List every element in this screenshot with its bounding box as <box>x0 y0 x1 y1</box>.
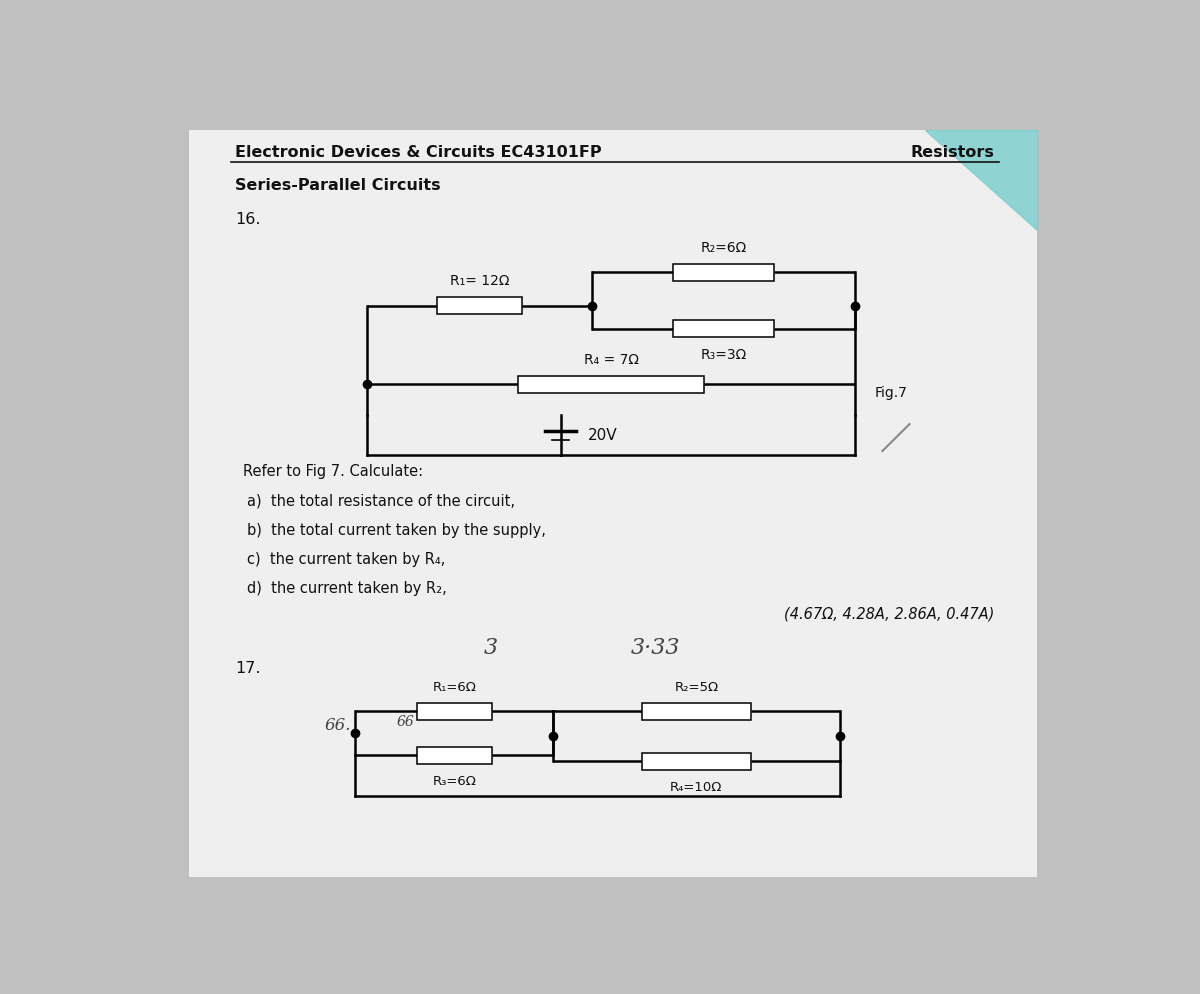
Text: 3·33: 3·33 <box>630 636 680 658</box>
FancyBboxPatch shape <box>188 131 1037 877</box>
Text: R₄=10Ω: R₄=10Ω <box>670 780 722 793</box>
Bar <box>437 298 522 315</box>
Text: Series-Parallel Circuits: Series-Parallel Circuits <box>235 177 440 193</box>
Text: R₂=5Ω: R₂=5Ω <box>674 680 719 693</box>
Text: R₃=3Ω: R₃=3Ω <box>701 348 746 362</box>
Bar <box>673 321 774 338</box>
Text: Refer to Fig 7. Calculate:: Refer to Fig 7. Calculate: <box>242 463 424 478</box>
Text: 20V: 20V <box>588 428 618 443</box>
Text: 66.: 66. <box>325 716 352 733</box>
Bar <box>416 703 492 720</box>
Bar <box>518 376 704 393</box>
Text: R₁= 12Ω: R₁= 12Ω <box>450 273 509 287</box>
Text: 66: 66 <box>397 715 415 729</box>
Text: Electronic Devices & Circuits EC43101FP: Electronic Devices & Circuits EC43101FP <box>235 145 602 160</box>
Text: 3: 3 <box>484 636 497 658</box>
Bar <box>416 746 492 764</box>
Text: R₃=6Ω: R₃=6Ω <box>432 774 476 787</box>
Bar <box>642 753 751 770</box>
Text: c)  the current taken by R₄,: c) the current taken by R₄, <box>247 552 445 567</box>
Text: b)  the total current taken by the supply,: b) the total current taken by the supply… <box>247 522 546 537</box>
Text: R₂=6Ω: R₂=6Ω <box>701 241 746 254</box>
Text: a)  the total resistance of the circuit,: a) the total resistance of the circuit, <box>247 493 515 508</box>
Text: R₄ = 7Ω: R₄ = 7Ω <box>583 352 638 366</box>
Text: R₁=6Ω: R₁=6Ω <box>432 680 476 693</box>
Text: d)  the current taken by R₂,: d) the current taken by R₂, <box>247 580 446 595</box>
Text: Fig.7: Fig.7 <box>875 386 907 400</box>
Bar <box>673 264 774 281</box>
Polygon shape <box>925 131 1037 231</box>
Text: 16.: 16. <box>235 212 260 227</box>
Text: (4.67Ω, 4.28A, 2.86A, 0.47A): (4.67Ω, 4.28A, 2.86A, 0.47A) <box>785 605 995 621</box>
Text: Resistors: Resistors <box>911 145 995 160</box>
Bar <box>642 703 751 720</box>
Text: 17.: 17. <box>235 660 260 676</box>
